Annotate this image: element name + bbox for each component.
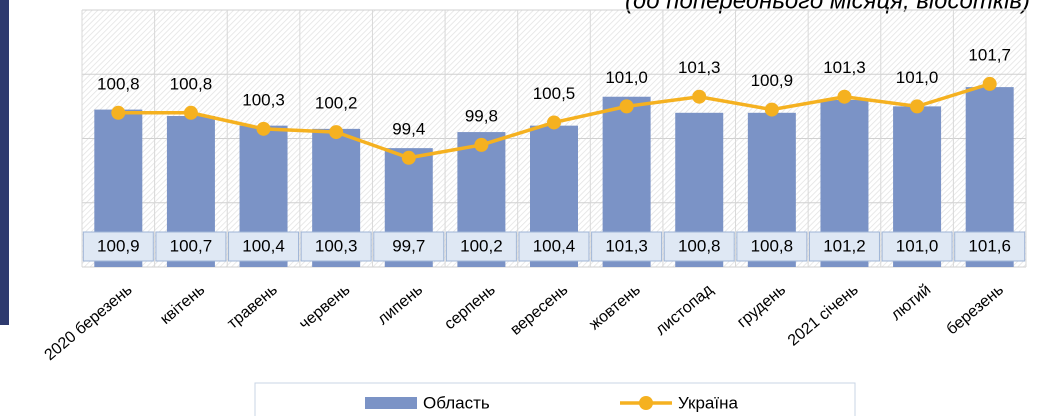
x-tick-label: липень: [375, 281, 427, 328]
x-tick-label: червень: [296, 281, 353, 333]
value-label: 101,6: [968, 236, 1011, 255]
line-point: [183, 105, 198, 120]
value-label: 101,3: [605, 236, 648, 255]
line-value-label: 99,8: [465, 106, 498, 125]
value-label: 99,7: [392, 236, 425, 255]
value-label: 100,8: [678, 236, 721, 255]
line-point: [837, 89, 852, 104]
side-bar: [0, 0, 9, 325]
value-label-box: [300, 231, 372, 262]
legend-label: Область: [423, 393, 490, 412]
value-label-box: [591, 231, 663, 262]
value-label-box: [228, 231, 300, 262]
line-value-label: 101,0: [605, 68, 648, 87]
x-tick-label: листопад: [653, 281, 717, 339]
value-label-box: [373, 231, 445, 262]
line-value-label: 101,3: [823, 58, 866, 77]
x-tick-label: 2020 березень: [41, 281, 135, 364]
x-tick-label: травень: [224, 281, 281, 332]
line-point: [256, 121, 271, 136]
line-value-label: 101,7: [968, 45, 1011, 64]
line-value-label: 99,4: [392, 119, 425, 138]
legend-swatch: [365, 397, 417, 409]
line-value-label: 100,9: [751, 71, 794, 90]
line-point: [764, 102, 779, 117]
legend-label: Україна: [678, 393, 738, 412]
x-tick-label: серпень: [441, 281, 498, 333]
line-point: [910, 99, 925, 114]
line-point: [619, 99, 634, 114]
value-label-box: [954, 231, 1026, 262]
line-point: [982, 76, 997, 91]
subtitle: (до попереднього місяця, відсотків): [625, 0, 1030, 14]
legend-box: [254, 382, 856, 416]
value-label-box: [736, 231, 808, 262]
line-value-label: 100,3: [242, 90, 285, 109]
value-label-box: [445, 231, 517, 262]
legend-swatch-dot: [639, 396, 653, 410]
x-tick-label: квітень: [157, 281, 208, 328]
value-label: 100,3: [315, 236, 358, 255]
value-label: 101,2: [823, 236, 866, 255]
line-point: [692, 89, 707, 104]
line-point: [401, 150, 416, 165]
value-label-box: [518, 231, 590, 262]
value-label-box: [82, 231, 154, 262]
value-label: 101,0: [896, 236, 939, 255]
line-value-label: 101,0: [896, 68, 939, 87]
value-label: 100,4: [533, 236, 576, 255]
value-label: 100,4: [242, 236, 285, 255]
x-tick-label: березень: [944, 281, 1007, 338]
value-label-box: [881, 231, 953, 262]
x-tick-label: вересень: [507, 281, 571, 338]
value-label-box: [663, 231, 735, 262]
line-point: [547, 115, 561, 130]
x-tick-label: 2021 січень: [785, 281, 862, 349]
line-value-label: 100,8: [170, 74, 213, 93]
line-point: [329, 125, 344, 140]
line-value-label: 100,2: [315, 94, 358, 113]
value-label: 100,7: [170, 236, 213, 255]
value-label: 100,8: [751, 236, 794, 255]
x-tick-label: грудень: [734, 281, 789, 331]
value-label-box: [808, 231, 880, 262]
line-value-label: 100,5: [533, 84, 576, 103]
x-tick-label: жовтень: [586, 281, 644, 333]
line-value-label: 100,8: [97, 74, 140, 93]
line-point: [474, 137, 489, 152]
line-point: [111, 105, 126, 120]
value-label: 100,9: [97, 236, 140, 255]
x-tick-label: лютий: [888, 281, 934, 324]
line-value-label: 101,3: [678, 58, 721, 77]
value-label-box: [155, 231, 227, 262]
value-label: 100,2: [460, 236, 503, 255]
